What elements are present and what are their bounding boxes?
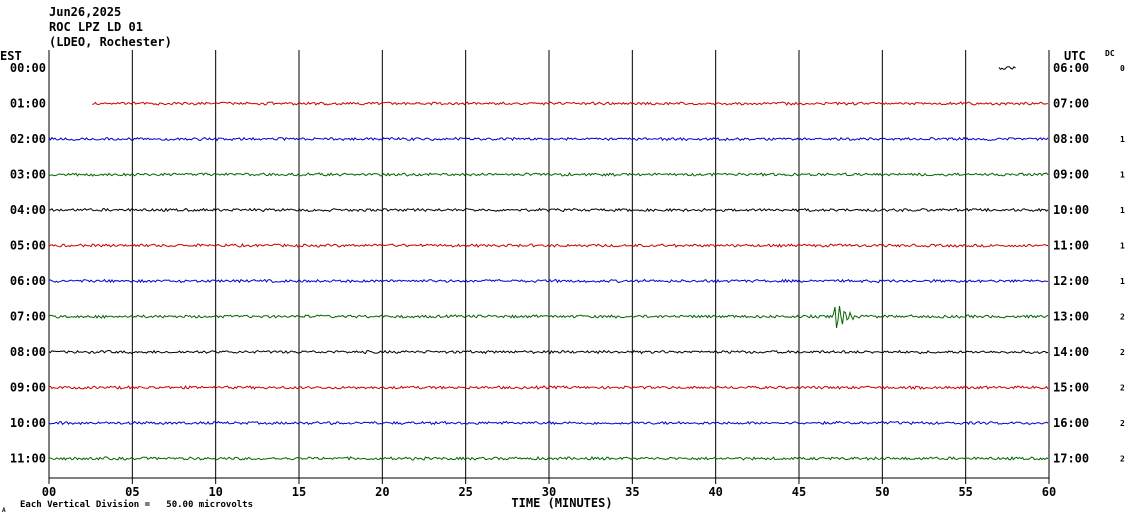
dc-value-label: 1 [1120, 277, 1125, 286]
scale-note: Each Vertical Division = 50.00 microvolt… [20, 499, 253, 510]
x-tick-label: 60 [1042, 485, 1056, 499]
chart-network: (LDEO, Rochester) [49, 35, 172, 49]
x-tick-label: 10 [208, 485, 222, 499]
utc-hour-label: 08:00 [1053, 132, 1089, 146]
seismic-trace [48, 305, 1049, 329]
dc-value-label: 1 [1120, 171, 1125, 180]
x-axis-label: TIME (MINUTES) [511, 496, 612, 510]
x-tick-label: 30 [542, 485, 556, 499]
seismic-trace [48, 136, 1049, 142]
x-tick-label: 50 [875, 485, 889, 499]
dc-value-label: 2 [1120, 455, 1125, 464]
seismic-trace [48, 242, 1049, 248]
dc-label: DC [1105, 49, 1115, 58]
est-hour-label: 11:00 [10, 452, 46, 466]
grid-lines [48, 50, 1050, 478]
est-hour-label: 05:00 [10, 239, 46, 253]
dc-value-label: 1 [1120, 135, 1125, 144]
utc-hour-label: 14:00 [1053, 345, 1089, 359]
seismic-trace [48, 456, 1049, 461]
dc-value-label: 0 [1120, 64, 1125, 73]
x-axis-ticks: 00 05 10 15 20 25 30 35 40 45 50 55 60 [42, 478, 1056, 499]
seismic-trace [92, 101, 1049, 106]
trace-layer [48, 65, 1049, 461]
seismic-trace [48, 172, 1049, 177]
chart-title: ROC LPZ LD 01 [49, 20, 143, 34]
est-hour-label: 03:00 [10, 168, 46, 182]
x-tick-label: 40 [708, 485, 722, 499]
est-hour-label: 10:00 [10, 416, 46, 430]
utc-hour-label: 10:00 [1053, 203, 1089, 217]
x-tick-label: 25 [458, 485, 472, 499]
est-hour-label: 01:00 [10, 97, 46, 111]
seismic-trace [48, 385, 1049, 390]
seismic-trace [48, 420, 1049, 426]
est-hour-label: 04:00 [10, 203, 46, 217]
seismic-trace [48, 349, 1049, 355]
utc-hour-label: 17:00 [1053, 452, 1089, 466]
x-tick-label: 35 [625, 485, 639, 499]
est-hour-label: 07:00 [10, 310, 46, 324]
seismic-trace [998, 65, 1016, 70]
x-tick-label: 15 [292, 485, 306, 499]
x-tick-label: 20 [375, 485, 389, 499]
est-hour-label: 09:00 [10, 381, 46, 395]
corner-mark: A [2, 507, 6, 514]
utc-hour-label: 09:00 [1053, 168, 1089, 182]
dc-value-label: 2 [1120, 313, 1125, 322]
dc-value-label: 2 [1120, 384, 1125, 393]
x-tick-label: 00 [42, 485, 56, 499]
x-tick-label: 55 [958, 485, 972, 499]
dc-value-label: 1 [1120, 206, 1125, 215]
right-axis-label: UTC [1064, 49, 1086, 63]
utc-hour-label: 07:00 [1053, 97, 1089, 111]
est-hour-label: 06:00 [10, 274, 46, 288]
utc-hour-label: 06:00 [1053, 61, 1089, 75]
dc-value-label: 2 [1120, 348, 1125, 357]
seismic-trace [49, 207, 1049, 213]
left-axis-label: EST [0, 49, 22, 63]
utc-hour-label: 16:00 [1053, 416, 1089, 430]
est-hour-label: 08:00 [10, 345, 46, 359]
utc-hour-label: 11:00 [1053, 239, 1089, 253]
x-tick-label: 05 [125, 485, 139, 499]
utc-hour-label: 12:00 [1053, 274, 1089, 288]
est-hour-label: 02:00 [10, 132, 46, 146]
x-tick-label: 45 [792, 485, 806, 499]
row-labels: 00:00 06:00 0 01:00 07:00 02:00 08:00 1 03:00 09:… [10, 61, 1125, 466]
utc-hour-label: 15:00 [1053, 381, 1089, 395]
dc-value-label: 1 [1120, 242, 1125, 251]
dc-value-label: 2 [1120, 419, 1125, 428]
utc-hour-label: 13:00 [1053, 310, 1089, 324]
chart-date: Jun26,2025 [49, 5, 121, 19]
est-hour-label: 00:00 [10, 61, 46, 75]
seismic-trace [48, 278, 1049, 284]
